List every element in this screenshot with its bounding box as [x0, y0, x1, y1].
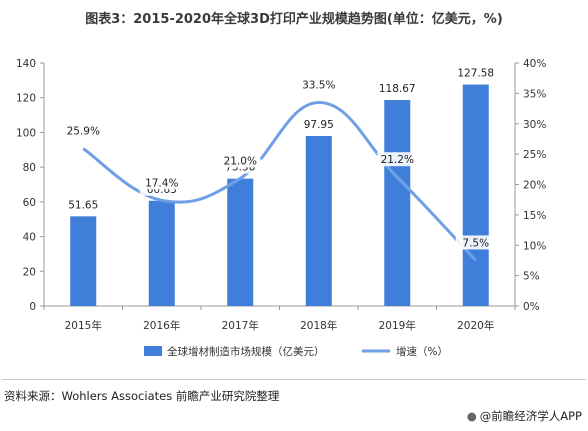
- line-value-label: 21.2%: [381, 154, 414, 166]
- left-tick-label: 140: [16, 58, 36, 70]
- right-tick-label: 35%: [523, 88, 546, 100]
- bar: [70, 216, 97, 306]
- data-labels: 51.6560.6373.3697.95118.67127.5825.9%17.…: [61, 65, 498, 250]
- bar-value-label: 51.65: [68, 199, 98, 211]
- line-label-bg: [220, 153, 261, 168]
- right-tick-label: 25%: [523, 149, 546, 161]
- legend: 全球增材制造市场规模（亿美元） 增速（%）: [144, 345, 448, 358]
- line-value-label: 33.5%: [302, 79, 335, 91]
- bar: [384, 100, 411, 306]
- bar-label-bg: [296, 116, 341, 131]
- legend-bar-label: 全球增材制造市场规模（亿美元）: [167, 345, 325, 358]
- bar: [305, 135, 332, 306]
- app-credit: ● @前瞻经济学人APP: [467, 408, 582, 424]
- x-tick-label: 2020年: [457, 319, 494, 332]
- line-value-label: 17.4%: [145, 177, 178, 189]
- left-tick-label: 40: [23, 232, 36, 244]
- app-label: @前瞻经济学人APP: [479, 409, 582, 423]
- x-tick-label: 2015年: [65, 319, 102, 332]
- chart-axes: 0 20 40 60 80 100 120 140 0% 5% 10% 15% 20% 25% 30% 35%…: [16, 58, 546, 332]
- bar-label-bg: [61, 197, 106, 212]
- bar-value-label: 97.95: [304, 119, 334, 131]
- line-label-bg: [455, 235, 496, 250]
- x-tick-label: 2018年: [300, 319, 337, 332]
- line-value-label: 21.0%: [224, 155, 257, 167]
- bar: [148, 200, 175, 306]
- combo-chart: 0 20 40 60 80 100 120 140 0% 5% 10% 15% 20% 25% 30% 35%…: [16, 58, 546, 358]
- footer-divider: [2, 379, 586, 380]
- x-tick-label: 2017年: [222, 319, 259, 332]
- bear-logo-icon: ●: [466, 409, 477, 423]
- left-tick-label: 120: [16, 93, 36, 105]
- line-label-bg: [377, 152, 418, 167]
- line-series: [82, 100, 477, 262]
- bar-value-label: 118.67: [379, 83, 416, 95]
- line-value-label: 7.5%: [462, 237, 489, 249]
- legend-line-label: 增速（%）: [396, 345, 448, 358]
- right-tick-label: 0%: [523, 301, 540, 313]
- bar-label-bg: [375, 81, 420, 96]
- bar: [462, 84, 489, 306]
- bar-series: [70, 84, 489, 306]
- line-value-label: 25.9%: [67, 126, 100, 138]
- left-tick-label: 0: [29, 301, 36, 313]
- right-tick-label: 40%: [523, 58, 546, 70]
- bar: [227, 178, 254, 306]
- line-label-bg: [141, 175, 182, 190]
- right-tick-label: 30%: [523, 119, 546, 131]
- left-tick-label: 100: [16, 127, 36, 139]
- source-note: 资料来源：Wohlers Associates 前瞻产业研究院整理: [4, 389, 280, 403]
- line-label-bg: [63, 123, 104, 138]
- left-tick-label: 60: [23, 197, 36, 209]
- right-tick-label: 5%: [523, 271, 540, 283]
- legend-bar-swatch: [144, 346, 162, 356]
- line-label-bg: [298, 77, 339, 92]
- growth-line: [82, 100, 477, 262]
- right-tick-label: 10%: [523, 240, 546, 252]
- chart-title: 图表3：2015-2020年全球3D打印产业规模趋势图(单位：亿美元，%): [85, 12, 503, 27]
- right-tick-label: 15%: [523, 210, 546, 222]
- x-tick-label: 2016年: [143, 319, 180, 332]
- bar-value-label: 127.58: [457, 68, 494, 80]
- bar-label-bg: [453, 65, 498, 80]
- right-tick-label: 20%: [523, 180, 546, 192]
- left-tick-label: 80: [23, 162, 36, 174]
- x-tick-label: 2019年: [379, 319, 416, 332]
- left-tick-label: 20: [23, 266, 36, 278]
